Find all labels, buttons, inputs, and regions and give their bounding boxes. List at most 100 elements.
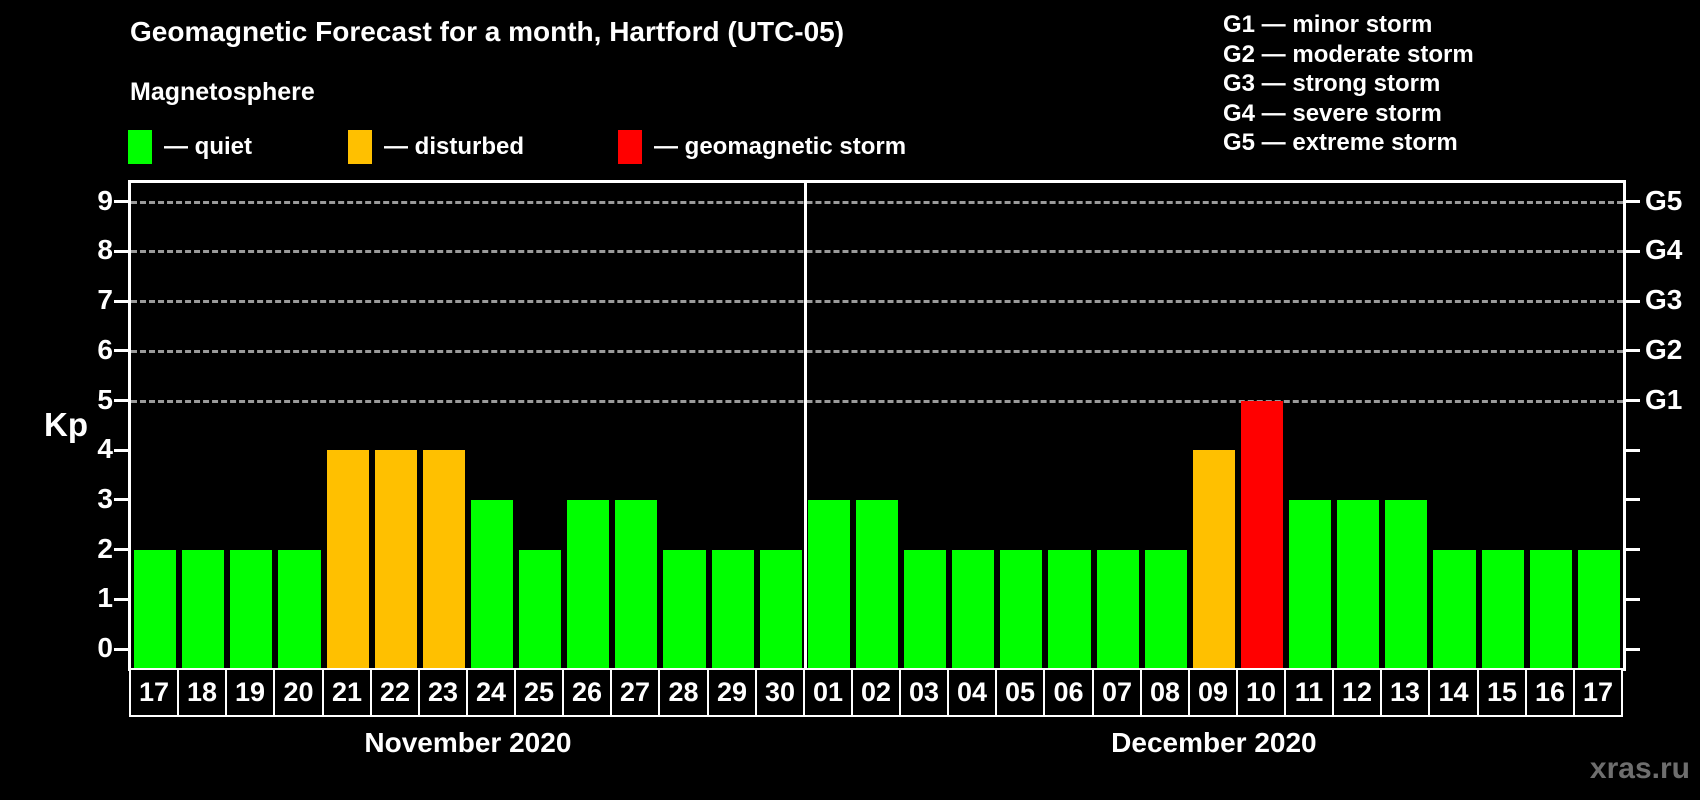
day-label: 21 (322, 668, 372, 717)
g-axis-tick (1626, 299, 1640, 303)
kp-bar (134, 549, 176, 668)
kp-bar (952, 549, 994, 668)
kp-bar (1530, 549, 1572, 668)
day-label: 20 (273, 668, 324, 717)
g-axis-label: G5 (1645, 184, 1683, 216)
kp-bar (663, 549, 706, 668)
day-label: 13 (1380, 668, 1430, 717)
day-label: 17 (129, 668, 179, 717)
storm-color-swatch (618, 130, 642, 164)
kp-bar (230, 549, 272, 668)
kp-axis-tick (114, 249, 128, 253)
g-axis-label: G4 (1645, 234, 1683, 266)
legend-item-quiet: — quiet (128, 128, 252, 166)
month-label: December 2020 (1111, 727, 1317, 758)
kp-axis-tick (114, 399, 128, 402)
g-axis-tick (1626, 448, 1640, 452)
day-label: 01 (803, 668, 853, 717)
kp-axis-tick (114, 647, 128, 651)
kp-axis-label: 4 (97, 433, 113, 465)
day-label: 19 (225, 668, 275, 717)
day-label: 24 (466, 668, 516, 717)
g-axis-tick (1626, 647, 1640, 651)
day-label: 28 (658, 668, 709, 717)
kp-bar (1000, 549, 1042, 668)
g-axis-label: G2 (1645, 333, 1683, 365)
disturbed-color-swatch (348, 130, 372, 164)
g-legend-line: G2 — moderate storm (1223, 40, 1474, 68)
day-label: 25 (514, 668, 564, 717)
kp-bar (760, 549, 802, 668)
grid-line (131, 399, 1623, 403)
kp-bar (856, 499, 898, 668)
kp-axis-title: Kp (44, 406, 88, 443)
kp-bar (567, 499, 609, 668)
kp-axis-tick (114, 448, 128, 452)
kp-axis-label: 9 (97, 184, 113, 216)
legend-item-label: — geomagnetic storm (654, 133, 907, 160)
day-label: 15 (1477, 668, 1527, 717)
day-label: 11 (1284, 668, 1334, 717)
day-label: 14 (1428, 668, 1479, 717)
kp-bar (904, 549, 946, 668)
kp-axis-label: 6 (97, 333, 113, 365)
day-label: 06 (1043, 668, 1094, 717)
month-divider (804, 183, 807, 668)
g-axis-tick (1626, 249, 1640, 253)
day-label: 18 (177, 668, 227, 717)
kp-bar (423, 450, 465, 668)
kp-bar (519, 549, 561, 668)
day-label: 30 (755, 668, 805, 717)
kp-axis-label: 7 (97, 284, 113, 316)
kp-bar (1337, 499, 1379, 668)
g-axis-tick (1626, 548, 1640, 552)
grid-line (131, 349, 1623, 353)
kp-bar (1048, 549, 1091, 668)
day-label: 05 (995, 668, 1045, 717)
kp-axis-tick (114, 349, 128, 353)
g-axis-tick (1626, 200, 1640, 204)
g-legend-line: G4 — severe storm (1223, 99, 1442, 127)
legend-item-disturbed: — disturbed (348, 128, 524, 166)
day-label: 07 (1092, 668, 1142, 717)
day-label: 27 (610, 668, 660, 717)
kp-bar (1433, 549, 1476, 668)
kp-bar (278, 549, 321, 668)
month-label: November 2020 (364, 727, 572, 758)
day-label: 22 (370, 668, 420, 717)
g-axis-tick (1626, 399, 1640, 402)
kp-bar (182, 549, 224, 668)
plot-area: 0 1 2 3 4 5 6 7 8 9 G1 G2 G3 G4 G5 (97, 183, 1682, 668)
day-label: 26 (562, 668, 612, 717)
g-axis-label: G1 (1645, 383, 1683, 415)
day-label: 23 (418, 668, 468, 717)
kp-bar (327, 450, 369, 668)
grid-line (131, 300, 1623, 304)
kp-bar (1241, 400, 1283, 668)
kp-axis-label: 8 (97, 234, 113, 266)
legend-heading: Magnetosphere (130, 78, 315, 106)
day-label: 12 (1332, 668, 1382, 717)
kp-bar (808, 499, 850, 668)
day-label: 16 (1525, 668, 1575, 717)
g-scale-legend: G1 — minor storm G2 — moderate storm G3 — … (1223, 10, 1474, 158)
kp-axis-label: 0 (97, 632, 113, 663)
kp-bar (1145, 549, 1187, 668)
day-label: 03 (899, 668, 949, 717)
kp-bar (1482, 549, 1524, 668)
legend-item-label: — disturbed (384, 133, 525, 160)
day-label: 10 (1236, 668, 1286, 717)
g-legend-line: G3 — strong storm (1223, 70, 1441, 97)
kp-bar (1289, 499, 1331, 668)
kp-bar (1193, 450, 1235, 668)
grid-line (131, 250, 1623, 254)
kp-axis-tick (114, 498, 128, 502)
kp-axis-label: 3 (97, 482, 113, 514)
kp-axis-label: 2 (97, 532, 113, 564)
kp-bar (1385, 499, 1427, 668)
legend-item-storm: — geomagnetic storm (618, 128, 906, 166)
g-axis-label: G3 (1645, 284, 1683, 316)
day-label: 17 (1573, 668, 1623, 717)
kp-bar (471, 499, 513, 668)
day-label: 09 (1188, 668, 1238, 717)
